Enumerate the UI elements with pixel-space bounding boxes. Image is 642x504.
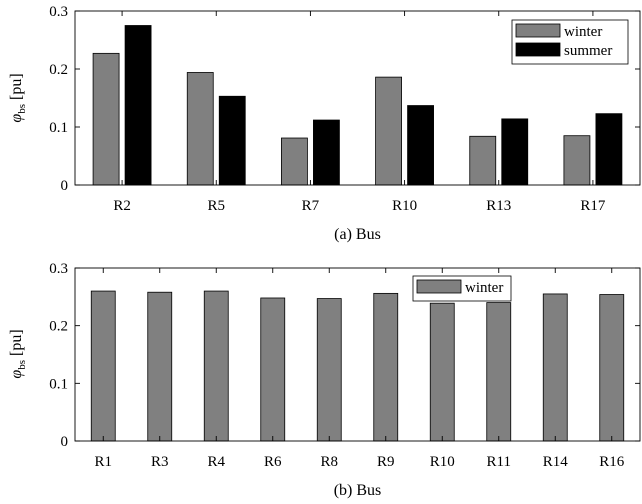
legend-swatch-winter (515, 23, 561, 38)
y-tick-label: 0.1 (49, 376, 68, 392)
x-tick-label: R13 (486, 198, 511, 214)
bar-winter-R16 (599, 294, 625, 442)
bar-summer-R2 (124, 25, 152, 186)
legend: winter summer (511, 19, 629, 65)
bar-summer-R17 (595, 113, 623, 186)
x-tick-label: R11 (487, 454, 511, 470)
y-tick-label: 0.3 (49, 4, 68, 20)
x-tick-label: R8 (320, 454, 338, 470)
x-tick-label: R4 (207, 454, 225, 470)
bar-winter-R8 (316, 298, 342, 442)
y-label-symbol: φ (8, 114, 25, 123)
y-tick-label: 0.3 (49, 261, 68, 277)
bar-winter-R13 (469, 135, 497, 186)
x-tick-label: R1 (94, 454, 112, 470)
chart-1: 0 0.1 0.2 0.3 R2 R5 R7 R10 R13 R17 (a) Bus φbs [pu] w… (8, 4, 641, 243)
plot-area (74, 10, 641, 186)
legend-swatch-summer (515, 42, 561, 57)
x-tick-label: R2 (113, 198, 131, 214)
legend-label-summer: summer (564, 43, 612, 59)
y-label-subscript: bs (16, 360, 28, 370)
legend-swatch-winter (416, 279, 462, 294)
x-tick-label: R7 (302, 198, 320, 214)
y-tick-label: 0 (61, 434, 69, 450)
x-axis-label: (a) Bus (334, 226, 381, 243)
x-tick-label: R10 (430, 454, 455, 470)
y-tick-label: 0 (61, 178, 69, 194)
chart-2: 0 0.1 0.2 0.3 R1 R3 R4 R6 R8 R9 R10 R11 R14 R16 (b) Bu… (8, 261, 641, 499)
bar-winter-R9 (373, 292, 399, 442)
y-label-subscript: bs (16, 104, 28, 114)
x-tick-label: R5 (207, 198, 225, 214)
bar-winter-R4 (203, 290, 229, 442)
bar-summer-R5 (218, 95, 246, 186)
bar-winter-R14 (542, 293, 568, 442)
x-tick-label: R17 (580, 198, 606, 214)
bar-winter-R2 (92, 52, 120, 186)
x-tick-label: R6 (264, 454, 282, 470)
legend-label-winter: winter (564, 24, 602, 40)
bar-winter-R17 (563, 135, 591, 186)
x-tick-label: R10 (392, 198, 417, 214)
legend: winter (412, 275, 512, 302)
bar-winter-R1 (90, 290, 116, 442)
bar-winter-R5 (186, 72, 214, 186)
bar-summer-R7 (313, 119, 340, 186)
x-tick-label: R9 (377, 454, 395, 470)
x-tick-label: R14 (543, 454, 569, 470)
y-axis-label: φbs [pu] (8, 73, 28, 122)
y-label-unit: [pu] (8, 73, 25, 100)
y-label-symbol: φ (8, 370, 25, 379)
plot-area (74, 267, 641, 442)
y-label-unit: [pu] (8, 329, 25, 356)
bar-winter-R7 (281, 137, 308, 186)
bar-winter-R6 (260, 297, 286, 442)
bar-winter-R3 (147, 291, 173, 442)
x-tick-label: R3 (151, 454, 169, 470)
bar-summer-R10 (407, 105, 434, 186)
x-axis-label: (b) Bus (334, 482, 382, 499)
y-tick-label: 0.2 (49, 319, 68, 335)
bar-winter-R10 (375, 76, 402, 186)
y-tick-label: 0.2 (49, 62, 68, 78)
bar-winter-R11 (486, 302, 512, 442)
y-tick-label: 0.1 (49, 120, 68, 136)
y-axis-label: φbs [pu] (8, 329, 28, 378)
legend-label-winter: winter (465, 280, 503, 296)
x-tick-label: R16 (599, 454, 625, 470)
bar-summer-R13 (501, 118, 529, 186)
bar-winter-R10 (429, 302, 455, 442)
